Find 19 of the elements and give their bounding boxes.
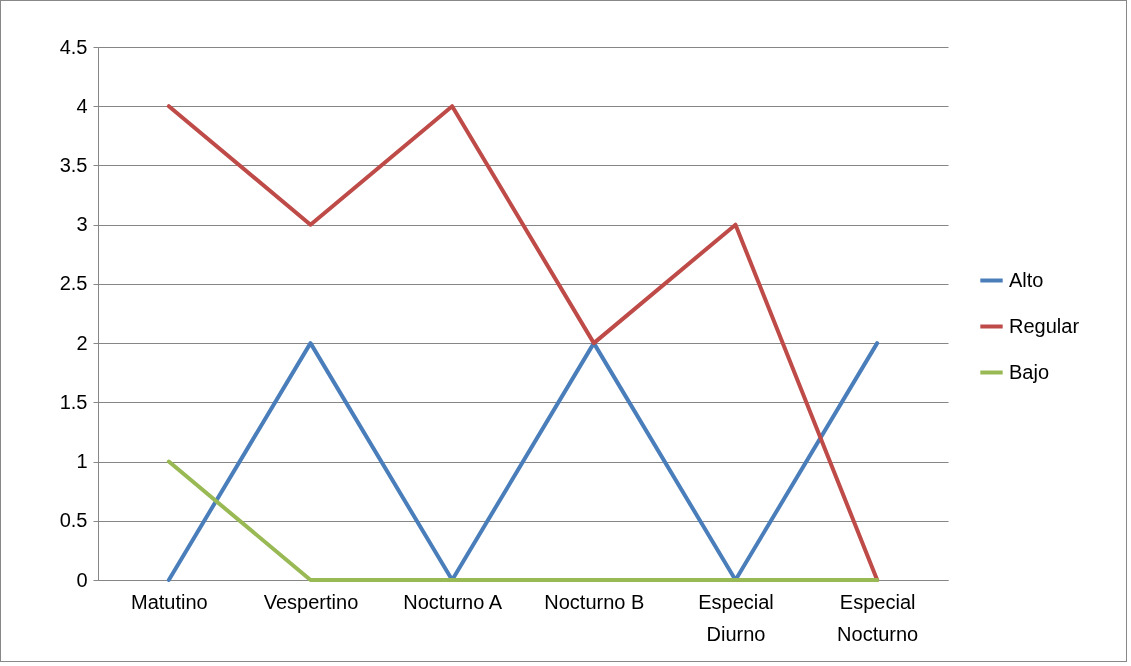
y-tick-label: 3 — [76, 213, 88, 236]
x-tick-label: Especial Diurno — [698, 590, 774, 645]
legend-label: Regular — [1009, 314, 1080, 337]
x-tick-label: Nocturno A — [403, 590, 503, 613]
y-tick-label: 0 — [76, 568, 88, 591]
x-tick-label: Matutino — [130, 590, 208, 613]
y-tick-label: 4 — [76, 94, 88, 117]
y-tick-label: 2.5 — [59, 272, 88, 295]
x-tick-label: Especial Nocturno — [837, 590, 919, 645]
x-tick-label: Nocturno B — [544, 590, 645, 613]
legend-label: Alto — [1009, 268, 1044, 291]
y-tick-label: 2 — [76, 331, 88, 354]
y-tick-label: 1 — [76, 450, 88, 473]
y-tick-label: 1.5 — [59, 390, 88, 413]
y-tick-label: 3.5 — [59, 153, 88, 176]
y-tick-label: 0.5 — [59, 509, 88, 532]
x-tick-label: Vespertino — [263, 590, 359, 613]
y-tick-label: 4.5 — [59, 35, 88, 58]
legend-label: Bajo — [1009, 360, 1050, 383]
